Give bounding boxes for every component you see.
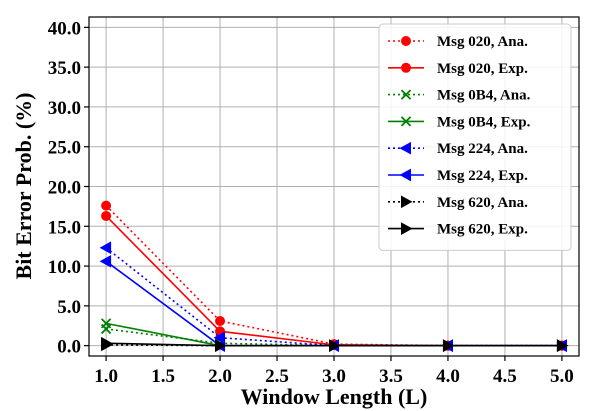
- legend-item: Msg 224, Ana.: [388, 141, 528, 157]
- data-point: [99, 254, 112, 268]
- legend-label: Msg 620, Ana.: [437, 195, 528, 211]
- x-axis-label: Window Length (L): [241, 384, 428, 409]
- legend-label: Msg 224, Exp.: [437, 168, 528, 184]
- legend-item: Msg 224, Exp.: [388, 168, 528, 184]
- data-point: [101, 210, 112, 221]
- legend-label: Msg 0B4, Ana.: [437, 88, 531, 104]
- x-tick-label: 1.5: [151, 366, 175, 387]
- legend-marker: [401, 222, 413, 235]
- legend-marker: [401, 62, 411, 73]
- legend-item: Msg 620, Exp.: [388, 222, 528, 238]
- legend-marker: [400, 89, 412, 100]
- data-point: [213, 331, 226, 345]
- y-tick-label: 15.0: [48, 217, 81, 238]
- legend-item: Msg 020, Exp.: [388, 61, 528, 77]
- y-tick-label: 40.0: [48, 18, 81, 39]
- x-tick-label: 3.5: [379, 366, 403, 387]
- legend-item: Msg 020, Ana.: [388, 34, 528, 50]
- y-tick-label: 10.0: [48, 257, 81, 278]
- legend-marker: [399, 141, 411, 155]
- y-tick-label: 35.0: [48, 58, 81, 79]
- legend-item: Msg 0B4, Ana.: [388, 88, 531, 104]
- data-point: [99, 241, 112, 255]
- y-tick-label: 5.0: [57, 297, 81, 318]
- legend-label: Msg 0B4, Exp.: [437, 114, 531, 130]
- x-tick-label: 2.5: [265, 366, 289, 387]
- data-point: [215, 339, 227, 353]
- y-tick-label: 0.0: [57, 337, 81, 358]
- data-point: [101, 200, 112, 211]
- data-point: [101, 336, 113, 350]
- series-8: [101, 336, 569, 353]
- legend-item: Msg 0B4, Exp.: [388, 114, 531, 130]
- x-tick-label: 3.0: [322, 366, 346, 387]
- data-point: [442, 339, 455, 353]
- legend-marker: [400, 116, 412, 127]
- legend-box: [378, 23, 572, 251]
- legend-marker: [401, 36, 411, 46]
- x-tick-label: 2.0: [208, 366, 232, 387]
- data-point: [556, 339, 569, 353]
- y-tick-label: 25.0: [48, 138, 81, 159]
- x-tick-label: 4.5: [493, 366, 517, 387]
- data-point: [329, 339, 341, 353]
- y-axis-label: Bit Error Prob. (%): [11, 93, 36, 280]
- data-point: [100, 318, 112, 329]
- legend-label: Msg 620, Exp.: [437, 222, 528, 238]
- y-tick-label: 20.0: [48, 178, 81, 199]
- legend-label: Msg 020, Ana.: [437, 34, 528, 50]
- legend: Msg 020, Ana. Msg 020, Exp. Msg 0B4, Ana. M…: [378, 23, 572, 251]
- legend-label: Msg 224, Ana.: [437, 141, 528, 157]
- y-tick-label: 30.0: [48, 98, 81, 119]
- legend-label: Msg 020, Exp.: [437, 61, 528, 77]
- x-tick-label: 5.0: [550, 366, 574, 387]
- ticks: 1.0 1.5 2.0 2.5 3.0 3.5 4.0 4.5 5.0 0.0 5.0 10.0 15.…: [48, 18, 574, 387]
- legend-item: Msg 620, Ana.: [388, 195, 528, 211]
- x-tick-label: 1.0: [94, 366, 118, 387]
- legend-marker: [401, 195, 413, 209]
- x-tick-label: 4.0: [436, 366, 460, 387]
- series-layer: [99, 200, 569, 353]
- data-point: [215, 315, 226, 326]
- legend-marker: [399, 168, 411, 182]
